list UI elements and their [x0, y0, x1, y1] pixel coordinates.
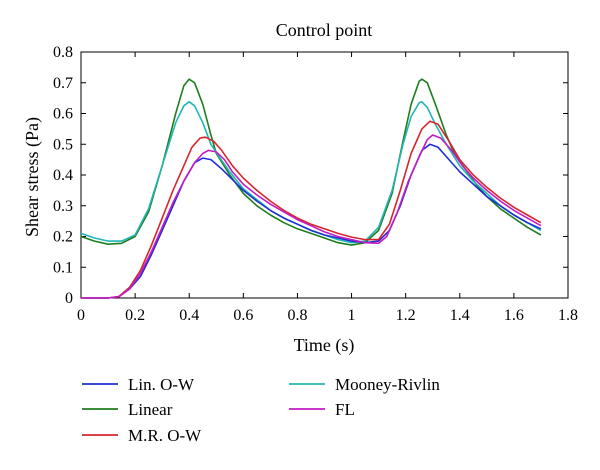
x-axis: 0 0.2 0.4 0.6 0.8 1 1.2 1.4 1.6 1.8 — [77, 52, 578, 324]
x-tick-label: 0 — [77, 307, 85, 324]
legend-label-fl: FL — [335, 400, 355, 419]
y-axis: 0 0.1 0.2 0.3 0.4 0.5 0.6 0.7 0.8 — [53, 44, 568, 307]
x-tick-label: 1.4 — [450, 307, 470, 324]
x-tick-label: 0.6 — [233, 307, 253, 324]
series-line-linear — [80, 78, 542, 246]
legend: Lin. O-W Linear M.R. O-W Mooney-Rivlin FL — [82, 375, 440, 445]
series-group — [80, 78, 542, 299]
x-tick-label: 1.8 — [558, 307, 578, 324]
x-tick-label: 1 — [348, 307, 356, 324]
legend-label-mooney-rivlin: Mooney-Rivlin — [335, 375, 440, 394]
series-line-fl — [81, 134, 542, 299]
y-tick-label: 0.2 — [53, 229, 73, 246]
plot-frame — [80, 51, 569, 299]
x-tick-label: 0.8 — [287, 307, 307, 324]
x-tick-label: 0.4 — [179, 307, 199, 324]
series-line-lin-o-w — [81, 143, 542, 299]
x-tick-label: 1.2 — [396, 307, 416, 324]
y-tick-label: 0.3 — [53, 198, 73, 215]
x-axis-label: Time (s) — [294, 335, 355, 356]
chart-title: Control point — [276, 20, 373, 40]
legend-label-lin-o-w: Lin. O-W — [128, 375, 195, 394]
y-tick-label: 0.6 — [53, 106, 73, 123]
y-tick-label: 0.8 — [53, 44, 73, 61]
y-tick-label: 0.4 — [53, 167, 73, 184]
y-tick-label: 0.1 — [53, 259, 73, 276]
legend-label-linear: Linear — [128, 400, 173, 419]
x-tick-label: 0.2 — [125, 307, 145, 324]
plot-area — [80, 51, 569, 299]
y-tick-label: 0 — [65, 290, 73, 307]
series-line-m-r-o-w — [81, 120, 542, 299]
x-tick-label: 1.6 — [504, 307, 524, 324]
y-tick-label: 0.7 — [53, 75, 73, 92]
y-axis-label: Shear stress (Pa) — [22, 117, 43, 237]
legend-label-m-r-o-w: M.R. O-W — [128, 426, 202, 445]
y-tick-label: 0.5 — [53, 136, 73, 153]
